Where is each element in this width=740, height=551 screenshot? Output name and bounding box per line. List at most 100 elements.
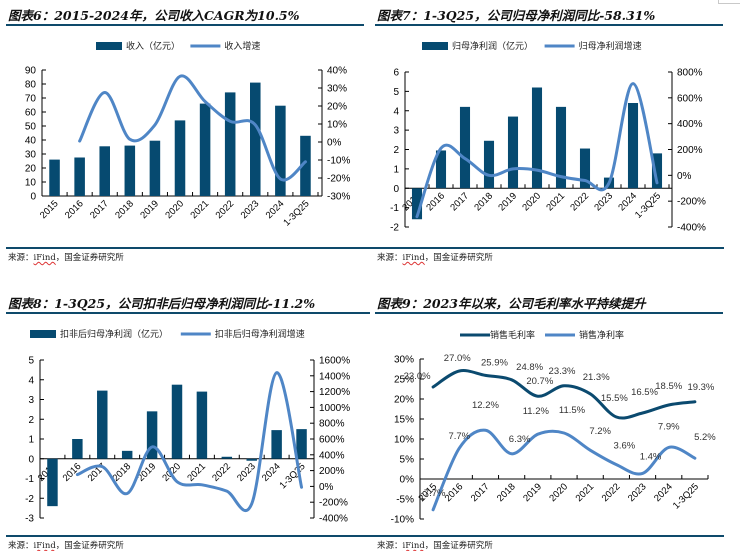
x-axis-tick-label: 2016 bbox=[63, 198, 86, 221]
right-axis-tick-label: 1000% bbox=[319, 403, 350, 414]
legend: 扣非后归母净利润（亿元） 扣非后归母净利润增速 bbox=[30, 328, 305, 340]
legend-swatch-bar bbox=[96, 42, 122, 50]
left-axis-tick-label: 0 bbox=[30, 192, 36, 203]
series-line bbox=[78, 74, 307, 182]
right-axis-tick-label: -30% bbox=[327, 192, 350, 203]
left-axis: -2 -1 0 1 2 3 4 5 6 bbox=[390, 68, 409, 234]
x-axis-tick-label: 1-3Q25 bbox=[633, 191, 663, 221]
bar bbox=[196, 391, 208, 459]
x-axis-tick-label: 2024 bbox=[264, 198, 287, 221]
source-prefix: 来源： bbox=[8, 541, 34, 551]
data-label: 15.5% bbox=[601, 393, 628, 404]
bar bbox=[171, 384, 183, 459]
data-label: 7.2% bbox=[589, 426, 611, 437]
data-label: 25.9% bbox=[481, 357, 508, 368]
figure-8-chart: 扣非后归母净利润（亿元） 扣非后归母净利润增速-3-2-1012345-400%-… bbox=[25, 328, 350, 525]
x-axis-tick-label: 2017 bbox=[86, 461, 109, 484]
right-axis-tick-label: -400% bbox=[319, 514, 348, 525]
bar bbox=[507, 116, 519, 189]
right-axis-tick-label: -200% bbox=[319, 498, 348, 509]
x-axis-tick-label: 2020 bbox=[163, 198, 186, 221]
bar bbox=[124, 145, 136, 196]
figure-8-bottom-rule bbox=[6, 535, 370, 537]
bar bbox=[97, 390, 108, 459]
left-axis-tick-label: 3 bbox=[393, 126, 399, 137]
right-axis-tick-label: 0% bbox=[677, 171, 692, 182]
data-label: 11.5% bbox=[559, 405, 586, 416]
bar bbox=[555, 106, 567, 189]
left-axis-tick-label: 20% bbox=[394, 395, 414, 406]
right-axis-tick-label: 10% bbox=[327, 120, 347, 131]
x-axis-tick-label: 2021 bbox=[185, 461, 208, 484]
legend-label: 销售毛利率 bbox=[490, 329, 535, 341]
source-ifind: iFind bbox=[402, 253, 425, 263]
left-axis-tick-label: 80 bbox=[25, 80, 37, 91]
data-label: 7.7% bbox=[448, 431, 470, 442]
right-axis-tick-label: 0% bbox=[319, 482, 334, 493]
figure-6-source: 来源：iFind，国金证券研究所 bbox=[8, 251, 124, 263]
left-axis-tick-label: 90 bbox=[25, 66, 37, 77]
legend-label: 扣非后归母净利润增速 bbox=[215, 328, 305, 340]
x-axis-tick-label: 2018 bbox=[495, 481, 518, 504]
bar bbox=[579, 148, 591, 189]
source-suffix: ，国金证券研究所 bbox=[424, 541, 493, 551]
right-axis-tick-label: 600% bbox=[677, 93, 703, 104]
left-axis-tick-label: 2 bbox=[393, 145, 399, 156]
bar bbox=[627, 103, 639, 189]
source-suffix: ，国金证券研究所 bbox=[55, 541, 124, 551]
bar bbox=[651, 153, 663, 189]
x-axis-tick-label: 1-3Q25 bbox=[671, 481, 701, 511]
right-axis-tick-label: 1200% bbox=[319, 387, 350, 398]
data-label: 18.5% bbox=[655, 381, 682, 392]
figure-7-bottom-rule bbox=[370, 247, 724, 249]
bar bbox=[149, 140, 161, 196]
left-axis: -3 -2 -1 0 1 2 3 4 5 bbox=[25, 356, 44, 525]
right-axis-tick-label: -10% bbox=[327, 156, 350, 167]
x-axis-tick-label: 2019 bbox=[496, 191, 519, 214]
bar-series bbox=[47, 384, 307, 507]
left-axis: 0 10 20 30 40 50 60 70 80 90 bbox=[25, 66, 46, 203]
left-axis-tick-label: -2 bbox=[390, 223, 399, 234]
legend-label: 归母净利润增速 bbox=[579, 40, 642, 52]
left-axis-tick-label: 4 bbox=[28, 375, 34, 386]
left-axis-tick-label: 15% bbox=[394, 415, 414, 426]
figure-7-title: 图表7：1-3Q25，公司归母净利润同比-58.31% bbox=[377, 8, 656, 23]
data-label: -7.7% bbox=[421, 488, 446, 499]
data-label: 19.3% bbox=[687, 382, 714, 393]
bar bbox=[275, 105, 286, 196]
left-axis-tick-label: 5 bbox=[28, 356, 34, 367]
line-series bbox=[75, 371, 304, 513]
right-axis-tick-label: 400% bbox=[319, 450, 345, 461]
bar bbox=[483, 140, 495, 189]
x-axis-tick-label: 1-3Q25 bbox=[277, 461, 307, 491]
x-axis-tick-label: 2016 bbox=[424, 191, 447, 214]
legend-label: 收入增速 bbox=[224, 40, 260, 52]
right-axis-tick-label: 20% bbox=[327, 102, 347, 113]
left-axis-tick-label: -3 bbox=[25, 514, 34, 525]
figure-7-title-rule bbox=[375, 24, 723, 26]
x-axis-tick-label: 2015 bbox=[38, 198, 61, 221]
bar bbox=[435, 150, 447, 189]
right-axis-tick-label: 600% bbox=[319, 435, 345, 446]
right-axis-tick-label: 200% bbox=[319, 466, 345, 477]
x-axis-tick-label: 2020 bbox=[547, 481, 570, 504]
source-ifind: iFind bbox=[402, 541, 425, 551]
series-line bbox=[75, 371, 304, 513]
source-prefix: 来源： bbox=[377, 253, 403, 263]
right-axis-tick-label: -200% bbox=[677, 197, 706, 208]
bar bbox=[199, 103, 211, 196]
x-axis-tick-label: 2018 bbox=[113, 198, 136, 221]
x-axis-tick-label: 2023 bbox=[235, 461, 258, 484]
data-label: 24.8% bbox=[516, 362, 543, 373]
left-axis-tick-label: -1 bbox=[25, 474, 34, 485]
bar bbox=[271, 430, 282, 459]
x-axis-tick-label: 1-3Q25 bbox=[281, 198, 311, 228]
left-axis-tick-label: -10% bbox=[391, 515, 414, 526]
left-axis-tick-label: 0 bbox=[28, 454, 34, 465]
legend-swatch-bar bbox=[422, 42, 448, 50]
left-axis-tick-label: 4 bbox=[393, 106, 399, 117]
data-label: 3.6% bbox=[614, 441, 636, 452]
source-suffix: ，国金证券研究所 bbox=[424, 253, 493, 263]
left-axis: -10% -5% 0% 5% 10% 15% 20% 25% 30% bbox=[391, 355, 424, 526]
x-axis-tick-label: 2021 bbox=[544, 191, 567, 214]
